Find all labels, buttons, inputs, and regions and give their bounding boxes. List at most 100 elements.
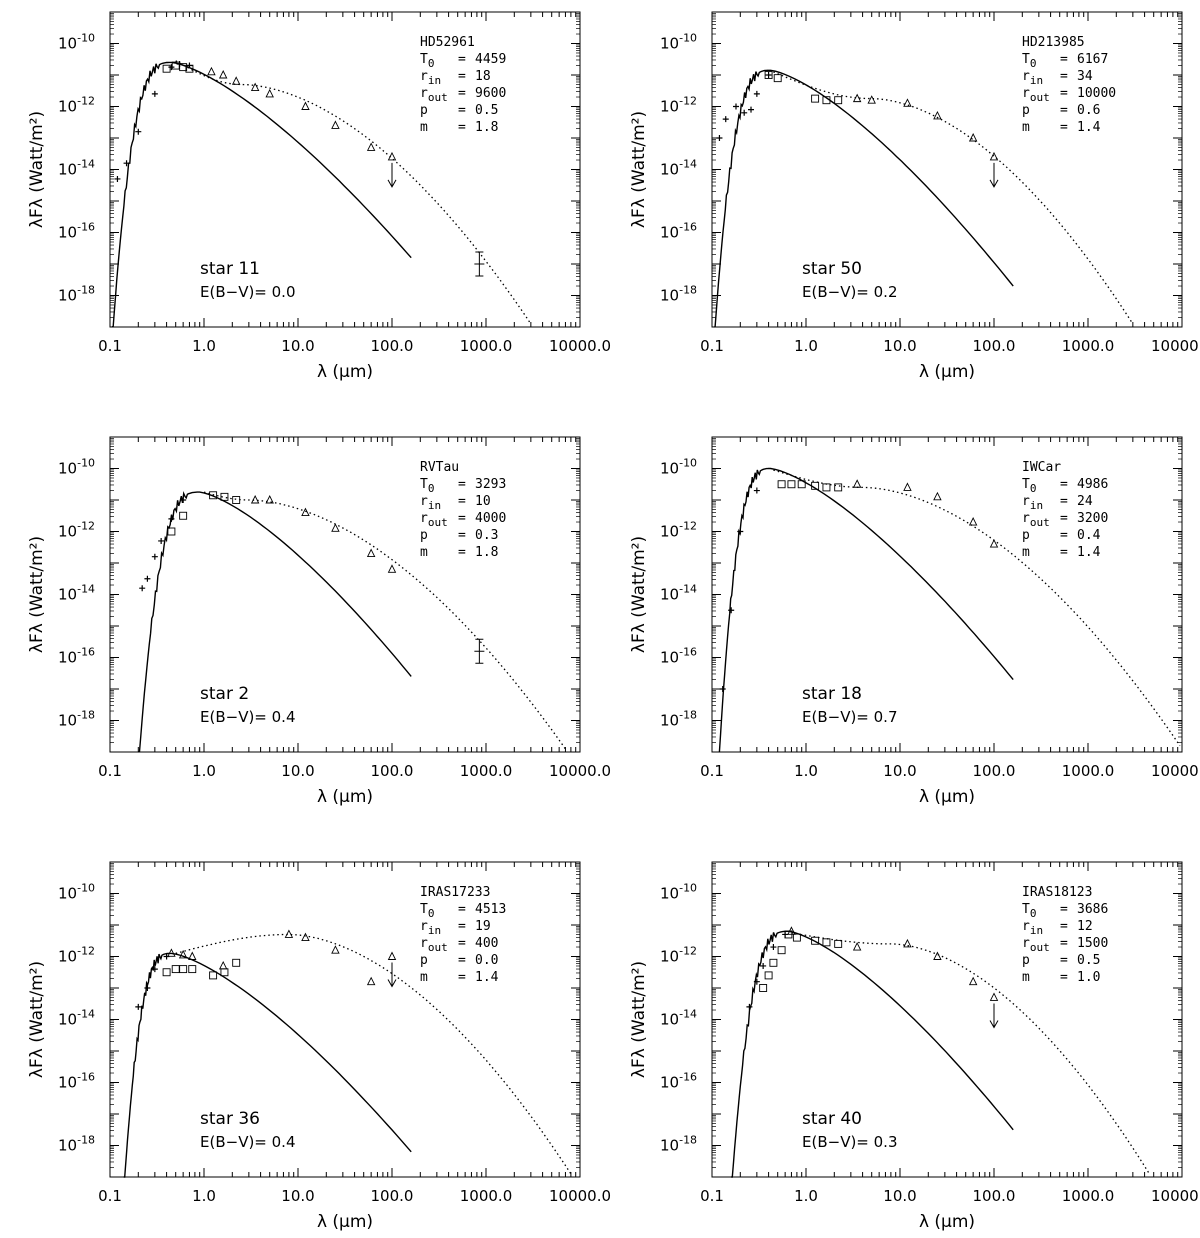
param-rout-subscript: out: [428, 91, 448, 104]
y-tick-label: 10-16: [660, 1071, 697, 1092]
param-rout-value: 400: [475, 936, 498, 951]
stellar-model-curve: [123, 952, 412, 1178]
y-tick-label: 10-16: [58, 646, 95, 667]
y-axis-title: λFλ (Watt/m²): [27, 961, 47, 1078]
square-point: [162, 64, 171, 73]
param-rin-value: 10: [475, 494, 491, 509]
triangle-point: [188, 951, 197, 960]
y-tick-base: 10: [58, 948, 77, 966]
triangle-point: [366, 142, 376, 151]
param-rin-equals: =: [458, 919, 466, 934]
photometry-point: [180, 497, 187, 503]
triangle-point: [366, 976, 376, 986]
x-tick-label: 100.0: [973, 1187, 1016, 1205]
param-m-equals: =: [458, 970, 466, 985]
param-t0-label: T0: [1022, 52, 1036, 70]
photometry-point: [716, 135, 723, 141]
param-rin-value: 18: [475, 69, 491, 84]
x-tick-label: 1000.0: [1062, 337, 1115, 355]
star-name: IRAS17233: [420, 885, 490, 900]
y-tick-exponent: -10: [679, 457, 697, 470]
square-point: [834, 483, 843, 492]
star-id-label: star 18: [802, 684, 862, 704]
param-t0-value: 4986: [1077, 477, 1108, 492]
triangle-point: [331, 945, 340, 954]
square-point: [179, 63, 188, 72]
triangle-point: [867, 95, 876, 104]
param-p-equals: =: [1060, 953, 1068, 968]
param-m-label: m: [420, 545, 428, 560]
x-axis-title: λ (μm): [919, 362, 975, 382]
param-t0-value: 4513: [475, 902, 506, 917]
x-tick-label: 10.0: [883, 337, 916, 355]
param-p-value: 0.6: [1077, 103, 1100, 118]
square-point: [759, 984, 768, 992]
triangle-point: [387, 151, 397, 161]
y-tick-base: 10: [58, 224, 77, 242]
y-tick-exponent: -16: [679, 221, 697, 234]
square-point: [777, 946, 786, 955]
y-tick-label: 10-18: [58, 709, 95, 730]
x-tick-label: 10000.0: [549, 337, 611, 355]
y-axis-title: λFλ (Watt/m²): [629, 111, 649, 228]
param-m-value: 1.8: [475, 545, 498, 560]
photometry-point: [151, 966, 158, 973]
y-tick-label: 10-18: [660, 284, 697, 305]
param-m-label: m: [1022, 970, 1030, 985]
param-rout-value: 4000: [475, 511, 506, 526]
y-tick-label: 10-12: [58, 945, 95, 966]
param-p-value: 0.5: [1077, 953, 1100, 968]
x-tick-label: 100.0: [371, 762, 414, 780]
triangle-point: [787, 926, 796, 935]
photometry-point: [741, 109, 748, 116]
param-rout-label: rout: [1022, 936, 1050, 954]
param-t0-equals: =: [1060, 477, 1068, 492]
y-tick-exponent: -16: [679, 1071, 697, 1084]
y-tick-exponent: -12: [679, 95, 697, 108]
reddening-label: E(B−V)= 0.0: [200, 283, 296, 301]
photometry-point: [753, 978, 760, 985]
y-tick-base: 10: [58, 1137, 77, 1155]
param-rout-label: rout: [420, 936, 448, 954]
param-rin-label: rin: [1022, 494, 1043, 512]
y-axis-title: λFλ (Watt/m²): [629, 961, 649, 1078]
photometry-point: [728, 607, 735, 614]
y-tick-base: 10: [660, 1074, 679, 1092]
square-point: [764, 71, 773, 79]
param-rout-value: 10000: [1077, 86, 1116, 101]
photometry-point: [158, 537, 165, 544]
square-point: [822, 483, 831, 492]
photometry-point: [732, 103, 739, 110]
star-name: HD213985: [1022, 35, 1085, 50]
y-tick-base: 10: [660, 712, 679, 730]
triangle-point: [968, 976, 978, 986]
triangle-point: [250, 82, 260, 92]
param-rout-subscript: out: [1030, 941, 1050, 954]
photometry-point: [760, 962, 767, 969]
y-tick-base: 10: [58, 287, 77, 305]
dust-model-curve: [791, 932, 1150, 1175]
upper-limit-arrow: [387, 162, 397, 188]
photometry-point: [151, 553, 158, 560]
param-rout-subscript: out: [1030, 91, 1050, 104]
x-axis-title: λ (μm): [919, 1212, 975, 1232]
y-tick-label: 10-14: [660, 583, 697, 604]
photometry-point: [737, 528, 744, 535]
triangle-point: [284, 929, 294, 938]
y-tick-base: 10: [660, 287, 679, 305]
y-tick-base: 10: [660, 885, 679, 903]
square-point: [769, 958, 778, 967]
param-rin-equals: =: [1060, 919, 1068, 934]
param-rout-equals: =: [1060, 86, 1068, 101]
param-rout-equals: =: [458, 511, 466, 526]
y-tick-base: 10: [58, 460, 77, 478]
upper-limit-arrow: [387, 962, 397, 988]
triangle-point: [250, 494, 260, 504]
x-tick-label: 1000.0: [460, 337, 513, 355]
y-tick-exponent: -16: [77, 221, 95, 234]
param-rin-label: rin: [1022, 69, 1043, 87]
y-tick-exponent: -14: [679, 1008, 697, 1021]
param-p-equals: =: [1060, 528, 1068, 543]
stellar-model-curve: [713, 69, 1014, 328]
y-tick-label: 10-12: [58, 95, 95, 116]
